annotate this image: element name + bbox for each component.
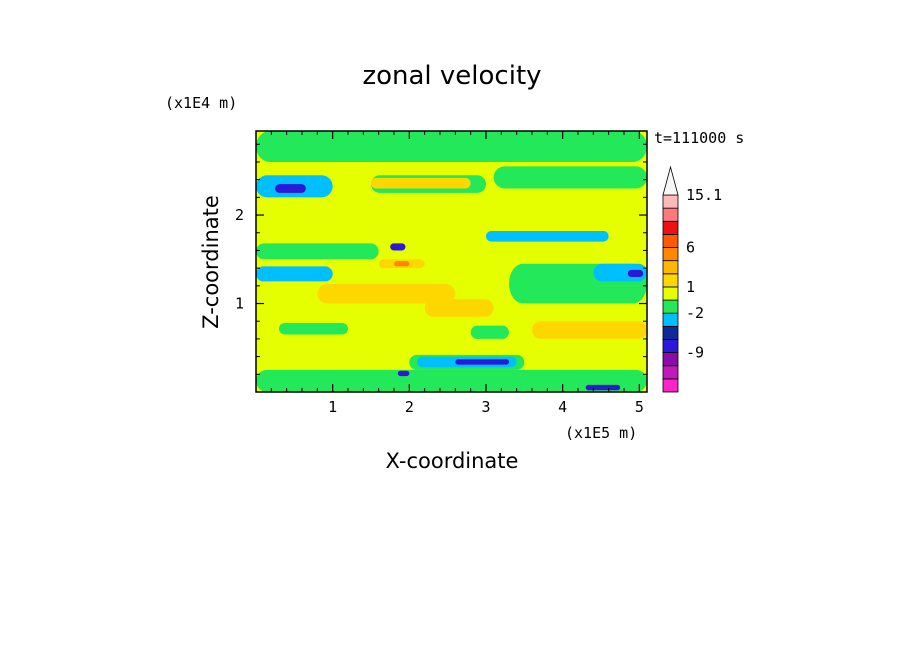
field-band-3 xyxy=(275,184,306,193)
x-tick-label: 5 xyxy=(635,398,644,416)
colorbar-level-12 xyxy=(662,220,679,235)
field-band-5 xyxy=(371,177,471,189)
colorbar-level-9 xyxy=(662,260,679,275)
field-band-23 xyxy=(397,370,410,377)
colorbar-level-14 xyxy=(662,194,679,209)
field-band-0 xyxy=(256,369,647,392)
colorbar-level-3 xyxy=(662,339,679,354)
field-band-7 xyxy=(486,230,609,242)
y-unit-label: (x1E4 m) xyxy=(165,94,237,112)
y-tick-label: 2 xyxy=(235,206,244,224)
x-tick-label: 4 xyxy=(558,398,567,416)
x-tick-label: 1 xyxy=(328,398,337,416)
axis-ticks xyxy=(256,131,647,392)
colorbar-level-10 xyxy=(662,247,679,262)
field-band-10 xyxy=(390,243,406,251)
x-tick-label: 3 xyxy=(481,398,490,416)
plot-area xyxy=(255,130,648,393)
colorbar-level-2 xyxy=(662,352,679,367)
colorbar-level-7 xyxy=(662,286,679,301)
time-label: t=111000 s xyxy=(654,129,744,147)
field-band-12 xyxy=(394,261,410,267)
chart-title: zonal velocity xyxy=(362,61,541,91)
colorbar-label: -9 xyxy=(686,344,704,362)
colorbar-label: 1 xyxy=(686,278,695,296)
colorbar-level-6 xyxy=(662,299,679,314)
field-band-22 xyxy=(455,359,509,365)
x-axis-label: X-coordinate xyxy=(386,449,519,473)
plot-frame xyxy=(255,130,648,393)
colorbar-level-11 xyxy=(662,233,679,248)
colorbar-level-1 xyxy=(662,365,679,380)
colorbar-labels: 15.1 6 1 -2 -9 xyxy=(686,186,722,362)
colorbar xyxy=(662,165,679,393)
y-tick-label: 1 xyxy=(235,295,244,313)
y-tick-labels: 12 xyxy=(235,206,244,312)
field-band-24 xyxy=(585,384,621,391)
colorbar-label: 15.1 xyxy=(686,186,722,204)
field-band-25 xyxy=(317,284,456,304)
x-unit-label: (x1E5 m) xyxy=(565,424,637,442)
colorbar-level-5 xyxy=(662,312,679,327)
field-band-17 xyxy=(532,321,647,339)
x-tick-labels: 1 2 3 4 5 xyxy=(328,398,644,416)
colorbar-level-13 xyxy=(662,207,679,222)
field-band-6 xyxy=(493,166,647,189)
colorbar-label: -2 xyxy=(686,304,704,322)
colorbar-level-4 xyxy=(662,325,679,340)
x-tick-label: 2 xyxy=(405,398,414,416)
field-band-9 xyxy=(256,266,333,282)
colorbar-overflow-triangle xyxy=(662,165,679,196)
colorbar-level-8 xyxy=(662,273,679,288)
field-band-15 xyxy=(627,269,644,277)
field-band-1 xyxy=(256,131,647,162)
y-axis-label: Z-coordinate xyxy=(199,195,223,329)
colorbar-level-0 xyxy=(662,378,679,393)
field-band-8 xyxy=(256,243,379,260)
colorbar-label: 6 xyxy=(686,239,695,257)
field-band-18 xyxy=(279,322,348,335)
velocity-field xyxy=(256,131,647,392)
field-band-19 xyxy=(470,325,509,339)
